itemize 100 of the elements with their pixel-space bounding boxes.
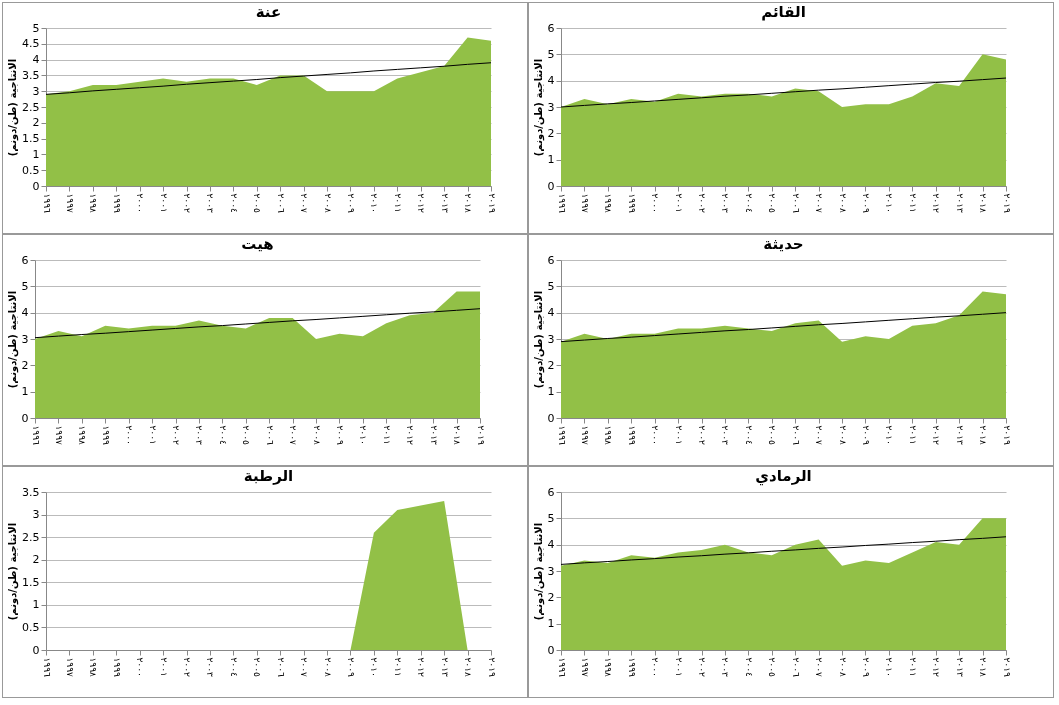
- x-tick-label: ٢٠١٨: [463, 193, 474, 213]
- x-tick-label: ٢٠٠٨: [837, 193, 848, 213]
- x-tick-label: ٢٠١٢: [405, 425, 416, 445]
- x-tick-label: ٢٠١٩: [486, 657, 497, 677]
- x-tick-label: ١٩٩٨: [77, 425, 88, 445]
- x-tick-label: ١٩٩٦: [556, 193, 567, 213]
- x-tick-label: ٢٠١٢: [416, 657, 427, 677]
- line-series: [560, 536, 1007, 565]
- x-tick-label: ٢٠٠٨: [322, 657, 333, 677]
- x-tick-label: ٢٠٠٥: [767, 425, 778, 445]
- y-tick-label: 1: [32, 147, 40, 161]
- y-tick-label: 0.5: [22, 620, 40, 634]
- x-tick-label: ٢٠٠١: [158, 657, 169, 677]
- y-tick-label: 1: [547, 385, 555, 399]
- y-tick-label: 5: [32, 21, 40, 35]
- x-tick-label: ٢٠٠٣: [720, 657, 731, 677]
- chart-title: القائم: [761, 3, 806, 21]
- x-tick-label: ٢٠٠٢: [697, 657, 708, 677]
- x-tick-label: ٢٠١٨: [463, 657, 474, 677]
- y-tick-label: 3: [21, 332, 29, 346]
- x-tick-label: ٢٠١٩: [1001, 425, 1012, 445]
- x-tick-label: ٢٠١٨: [978, 193, 989, 213]
- x-tick-label: ٢٠١٩: [1001, 193, 1012, 213]
- x-tick-label: ٢٠١٣: [954, 193, 965, 213]
- x-tick-label: ٢٠١٩: [486, 193, 497, 213]
- x-tick-label: ١٩٩٧: [579, 193, 590, 213]
- y-axis-title: الانتاجية (طن/دونم): [7, 522, 20, 621]
- x-tick-label: ٢٠١١: [381, 425, 392, 445]
- x-tick-label: ٢٠٠٣: [205, 193, 216, 213]
- y-tick-label: 3: [32, 84, 40, 98]
- x-tick-label: ٢٠٠٥: [252, 657, 263, 677]
- x-tick-label: ٢٠٠٤: [743, 193, 754, 213]
- y-tick-label: 2.5: [22, 530, 40, 544]
- y-axis-title: الانتاجية (طن/دونم): [6, 290, 19, 389]
- y-tick-label: 1.5: [22, 132, 40, 146]
- x-tick-label: ١٩٩٧: [64, 193, 75, 213]
- x-tick-label: ٢٠٠٠: [135, 657, 146, 677]
- x-tick-label: ١٩٩٨: [88, 657, 99, 677]
- x-tick-label: ٢٠٠٧: [814, 425, 825, 445]
- x-tick-label: ٢٠٠٨: [837, 425, 848, 445]
- x-tick-label: ٢٠٠٩: [345, 657, 356, 677]
- x-tick-label: ٢٠٠٦: [264, 425, 275, 445]
- x-tick-label: ١٩٩٨: [603, 657, 614, 677]
- y-tick-label: 3: [547, 332, 555, 346]
- x-tick-label: ٢٠٠٩: [345, 193, 356, 213]
- x-tick-label: ٢٠٠٤: [228, 193, 239, 213]
- x-tick-label: ١٩٩٩: [100, 425, 111, 445]
- y-tick-label: 0: [547, 643, 555, 657]
- x-tick-label: ٢٠١٩: [1001, 657, 1012, 677]
- x-tick-label: ٢٠٠٢: [171, 425, 182, 445]
- line-series: [34, 308, 481, 339]
- y-tick-label: 6: [21, 253, 29, 267]
- y-tick-label: 2: [32, 116, 40, 130]
- x-tick-label: ٢٠٠٨: [311, 425, 322, 445]
- x-tick-label: ٢٠١٣: [954, 657, 965, 677]
- x-tick-label: ٢٠٠٣: [205, 657, 216, 677]
- x-tick-label: ١٩٩٩: [626, 657, 637, 677]
- y-tick-label: 2: [21, 358, 29, 372]
- x-tick-label: ٢٠٠٨: [837, 657, 848, 677]
- y-tick-label: 4: [547, 538, 555, 552]
- y-tick-label: 0: [547, 179, 555, 193]
- x-tick-label: ٢٠٠١: [673, 425, 684, 445]
- x-tick-label: ٢٠١٨: [978, 657, 989, 677]
- y-axis-title: الانتاجية (طن/دونم): [532, 290, 545, 389]
- y-axis-title: الانتاجية (طن/دونم): [532, 58, 545, 157]
- x-tick-label: ٢٠٠٢: [182, 193, 193, 213]
- x-tick-label: ١٩٩٩: [111, 657, 122, 677]
- y-tick-label: 3: [32, 508, 40, 522]
- x-tick-label: ٢٠٠٩: [860, 193, 871, 213]
- y-tick-label: 0.5: [22, 163, 40, 177]
- y-tick-label: 3: [547, 564, 555, 578]
- line-series: [45, 62, 492, 95]
- x-tick-label: ٢٠٠٧: [288, 425, 299, 445]
- x-tick-label: ٢٠٠٦: [790, 657, 801, 677]
- x-tick-label: ٢٠٠٤: [743, 657, 754, 677]
- x-tick-label: ٢٠٠٢: [182, 657, 193, 677]
- x-tick-label: ٢٠١٣: [428, 425, 439, 445]
- x-tick-label: ٢٠٠٢: [697, 193, 708, 213]
- y-tick-label: 3: [547, 100, 555, 114]
- x-tick-label: ٢٠٠١: [673, 193, 684, 213]
- y-tick-label: 1: [32, 598, 40, 612]
- x-tick-label: ٢٠٠٧: [814, 193, 825, 213]
- x-tick-label: ٢٠١٠: [884, 425, 895, 445]
- y-tick-label: 5: [21, 279, 29, 293]
- x-tick-label: ١٩٩٨: [603, 425, 614, 445]
- x-tick-label: ٢٠١١: [907, 425, 918, 445]
- chart-title: الرطبة: [243, 467, 294, 485]
- x-tick-label: ٢٠١١: [392, 657, 403, 677]
- y-tick-label: 6: [547, 21, 555, 35]
- y-tick-label: 4: [547, 74, 555, 88]
- x-tick-label: ١٩٩٦: [41, 657, 52, 677]
- y-tick-label: 4: [21, 306, 29, 320]
- x-tick-label: ١٩٩٧: [53, 425, 64, 445]
- chart-title: الرمادي: [755, 467, 812, 486]
- x-tick-label: ٢٠٠١: [673, 657, 684, 677]
- x-tick-label: ٢٠٠٤: [217, 425, 228, 445]
- x-tick-label: ٢٠١٩: [475, 425, 486, 445]
- x-tick-label: ٢٠٠٨: [322, 193, 333, 213]
- x-tick-label: ٢٠١١: [907, 193, 918, 213]
- x-tick-label: ٢٠١٢: [416, 193, 427, 213]
